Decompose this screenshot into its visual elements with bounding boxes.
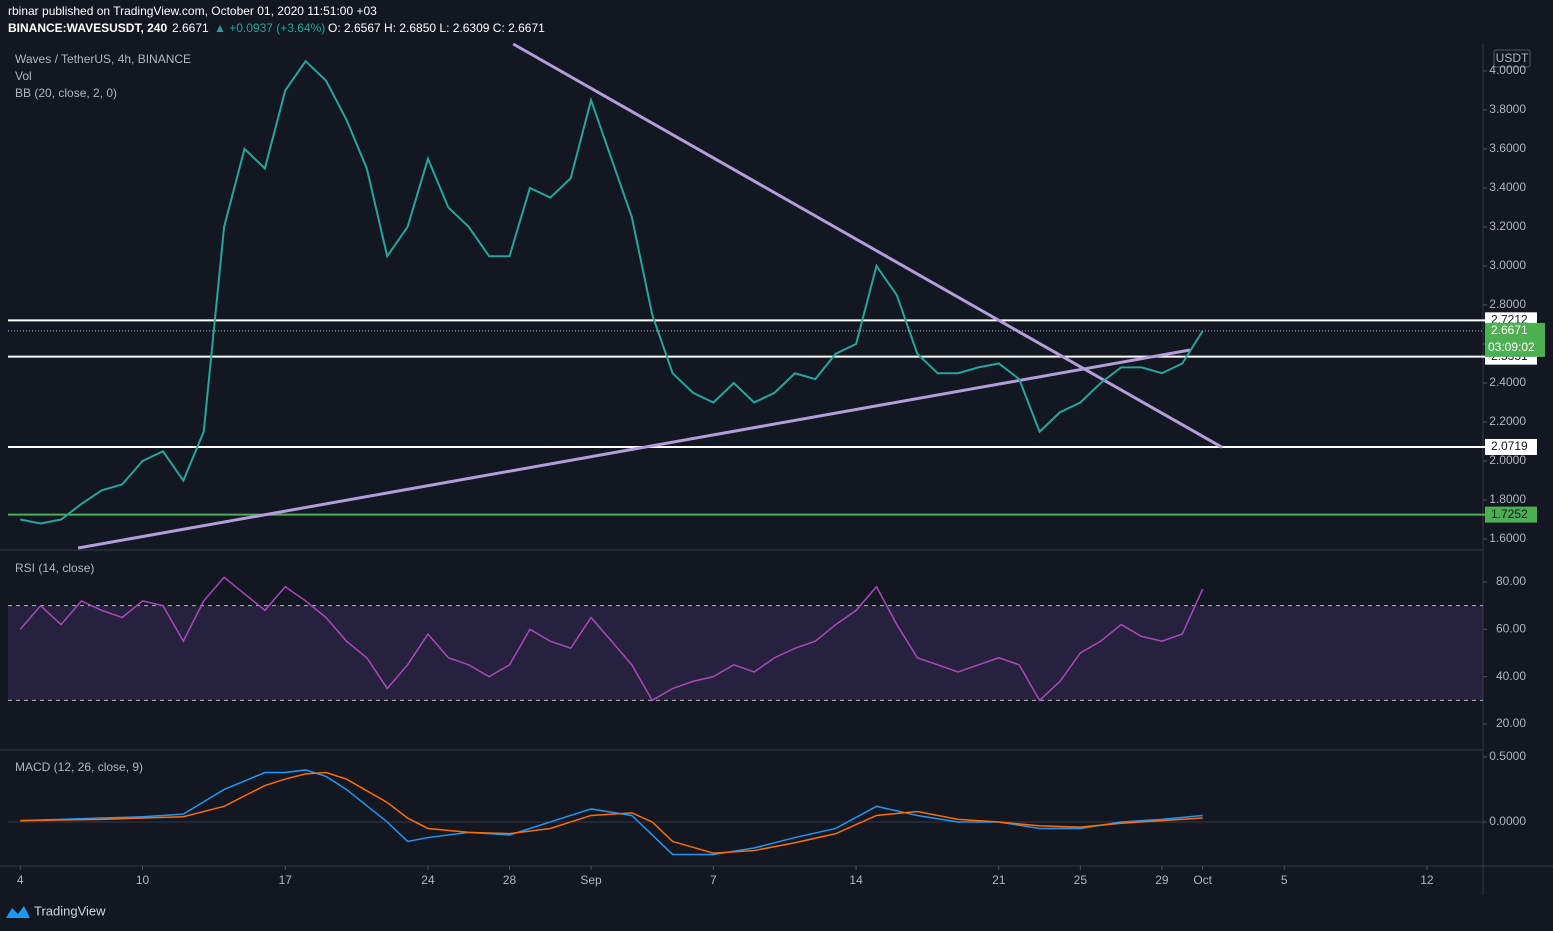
x-tick-label: 12 xyxy=(1420,873,1434,887)
y-tick-label: 2.0000 xyxy=(1489,453,1526,467)
y-tick-label: 2.8000 xyxy=(1489,297,1526,311)
x-tick-label: 21 xyxy=(992,873,1006,887)
pane-title: MACD (12, 26, close, 9) xyxy=(15,760,143,774)
publisher: rbinar published on TradingView.com, Oct… xyxy=(8,4,377,18)
series-line xyxy=(20,769,1203,856)
currency-box xyxy=(1493,49,1531,68)
level-tag xyxy=(1485,506,1537,523)
y-tick-label: 3.0000 xyxy=(1489,258,1526,272)
y-tick-label: 40.00 xyxy=(1496,669,1526,683)
pane-title: RSI (14, close) xyxy=(15,561,94,575)
x-tick-label: 10 xyxy=(136,873,150,887)
legend-entry: Vol xyxy=(15,69,32,83)
level-label: 1.7252 xyxy=(1491,507,1528,521)
pane-title: Waves / TetherUS, 4h, BINANCE xyxy=(15,52,191,66)
x-tick-label: 29 xyxy=(1155,873,1169,887)
y-tick-label: 2.4000 xyxy=(1489,375,1526,389)
currency: USDT xyxy=(1496,51,1529,65)
x-tick-label: 14 xyxy=(849,873,863,887)
y-tick-label: 3.2000 xyxy=(1489,219,1526,233)
rsi-band xyxy=(8,605,1483,701)
ohlc: O: 2.6567 H: 2.6850 L: 2.6309 C: 2.6671 xyxy=(328,21,545,35)
x-tick-label: 28 xyxy=(503,873,517,887)
brand: TradingView xyxy=(34,903,106,918)
level-label: 2.0719 xyxy=(1491,439,1528,453)
y-tick-label: 60.00 xyxy=(1496,622,1526,636)
y-tick-label: 1.8000 xyxy=(1489,492,1526,506)
level-tag xyxy=(1485,438,1537,455)
series-line xyxy=(19,576,1204,702)
y-tick-label: 3.6000 xyxy=(1489,141,1526,155)
logo: TradingView xyxy=(6,903,106,918)
last-price: 2.6671 xyxy=(172,21,209,35)
symbol: BINANCE:WAVESUSDT, 240 xyxy=(8,21,167,35)
current-price: 2.6671 xyxy=(1491,323,1528,337)
change: ▲ +0.0937 (+3.64%) xyxy=(214,21,325,35)
series-line xyxy=(20,59,1204,525)
x-tick-label: 5 xyxy=(1281,873,1288,887)
x-tick-label: 17 xyxy=(279,873,293,887)
series-line xyxy=(20,771,1203,854)
x-tick-label: 7 xyxy=(710,873,717,887)
y-tick-label: 3.4000 xyxy=(1489,180,1526,194)
y-tick-label: 20.00 xyxy=(1496,716,1526,730)
y-tick-label: 0.0000 xyxy=(1489,814,1526,828)
x-tick-label: Oct xyxy=(1193,873,1212,887)
current-tag xyxy=(1485,322,1545,357)
countdown: 03:09:02 xyxy=(1488,340,1535,354)
y-tick-label: 2.2000 xyxy=(1489,414,1526,428)
y-tick-label: 0.5000 xyxy=(1489,749,1526,763)
x-tick-label: 24 xyxy=(421,873,435,887)
x-tick-label: 25 xyxy=(1074,873,1088,887)
legend-entry: BB (20, close, 2, 0) xyxy=(15,86,117,100)
y-tick-label: 4.0000 xyxy=(1489,63,1526,77)
trend-line xyxy=(77,348,1191,550)
x-tick-label: Sep xyxy=(580,873,602,887)
y-tick-label: 80.00 xyxy=(1496,574,1526,588)
y-tick-label: 1.6000 xyxy=(1489,531,1526,545)
x-tick-label: 4 xyxy=(17,873,24,887)
y-tick-label: 3.8000 xyxy=(1489,102,1526,116)
